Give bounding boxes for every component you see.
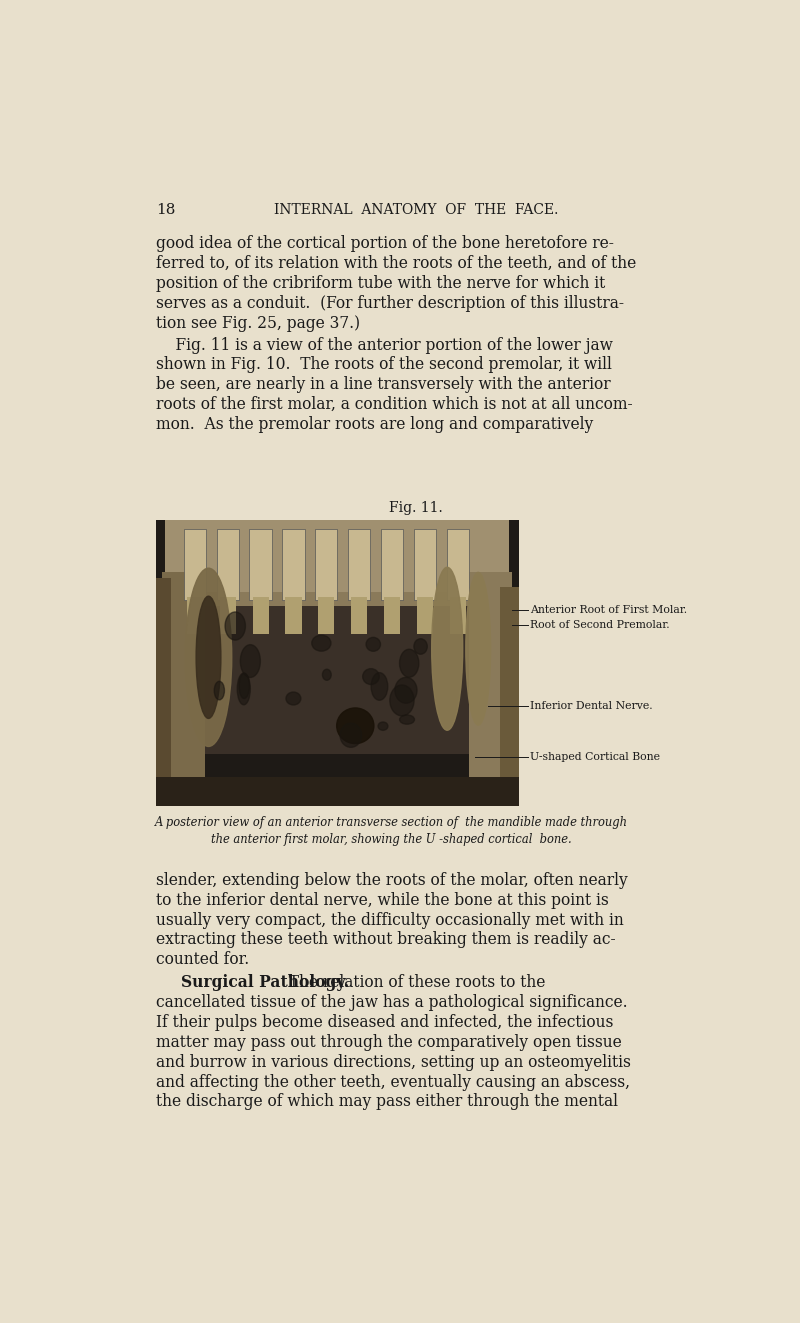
- Ellipse shape: [395, 677, 417, 704]
- Bar: [156, 520, 518, 806]
- Text: Fig. 11.: Fig. 11.: [390, 501, 443, 515]
- Text: U-shaped Cortical Bone: U-shaped Cortical Bone: [530, 753, 660, 762]
- Bar: [450, 598, 466, 635]
- Text: Fig. 11 is a view of the anterior portion of the lower jaw: Fig. 11 is a view of the anterior portio…: [156, 336, 613, 353]
- Bar: [318, 598, 334, 635]
- Bar: [384, 598, 400, 635]
- Bar: [381, 529, 403, 601]
- Ellipse shape: [366, 638, 381, 651]
- Bar: [250, 529, 272, 601]
- Bar: [469, 573, 512, 800]
- Text: good idea of the cortical portion of the bone heretofore re-: good idea of the cortical portion of the…: [156, 235, 614, 253]
- Bar: [414, 529, 436, 601]
- Text: Root of Second Premolar.: Root of Second Premolar.: [530, 619, 670, 630]
- Ellipse shape: [340, 724, 362, 747]
- Text: cancellated tissue of the jaw has a pathological significance.: cancellated tissue of the jaw has a path…: [156, 994, 627, 1011]
- Ellipse shape: [400, 714, 414, 724]
- Ellipse shape: [286, 692, 301, 705]
- Bar: [351, 598, 367, 635]
- Ellipse shape: [239, 673, 250, 699]
- Bar: [156, 777, 518, 806]
- Bar: [156, 578, 171, 800]
- Bar: [417, 598, 433, 635]
- Text: position of the cribriform tube with the nerve for which it: position of the cribriform tube with the…: [156, 275, 605, 292]
- Ellipse shape: [322, 669, 331, 680]
- Text: serves as a conduit.  (For further description of this illustra-: serves as a conduit. (For further descri…: [156, 295, 624, 312]
- Text: ferred to, of its relation with the roots of the teeth, and of the: ferred to, of its relation with the root…: [156, 255, 636, 273]
- Text: slender, extending below the roots of the molar, often nearly: slender, extending below the roots of th…: [156, 872, 627, 889]
- Bar: [446, 529, 469, 601]
- Text: roots of the first molar, a condition which is not at all uncom-: roots of the first molar, a condition wh…: [156, 396, 633, 413]
- Text: matter may pass out through the comparatively open tissue: matter may pass out through the comparat…: [156, 1033, 622, 1050]
- Bar: [500, 586, 518, 800]
- Ellipse shape: [466, 573, 490, 725]
- Text: usually very compact, the difficulty occasionally met with in: usually very compact, the difficulty occ…: [156, 912, 623, 929]
- Ellipse shape: [186, 568, 232, 746]
- Ellipse shape: [214, 681, 225, 700]
- Text: and burrow in various directions, setting up an osteomyelitis: and burrow in various directions, settin…: [156, 1053, 630, 1070]
- Ellipse shape: [238, 673, 250, 705]
- Ellipse shape: [432, 568, 462, 730]
- Text: and affecting the other teeth, eventually causing an abscess,: and affecting the other teeth, eventuall…: [156, 1073, 630, 1090]
- Ellipse shape: [337, 708, 374, 744]
- Text: 18: 18: [156, 202, 175, 217]
- Bar: [187, 598, 203, 635]
- Ellipse shape: [414, 639, 427, 655]
- Bar: [220, 598, 236, 635]
- Text: the anterior first molar, showing the U -shaped cortical  bone.: the anterior first molar, showing the U …: [211, 833, 572, 847]
- Ellipse shape: [312, 635, 331, 651]
- Text: The relation of these roots to the: The relation of these roots to the: [278, 974, 545, 991]
- Text: to the inferior dental nerve, while the bone at this point is: to the inferior dental nerve, while the …: [156, 892, 609, 909]
- Bar: [253, 598, 269, 635]
- Text: tion see Fig. 25, page 37.): tion see Fig. 25, page 37.): [156, 315, 360, 332]
- Bar: [348, 529, 370, 601]
- Text: A posterior view of an anterior transverse section of  the mandible made through: A posterior view of an anterior transver…: [155, 816, 628, 828]
- Ellipse shape: [362, 668, 379, 684]
- Bar: [199, 606, 475, 754]
- Text: counted for.: counted for.: [156, 951, 249, 968]
- Ellipse shape: [240, 644, 260, 677]
- Ellipse shape: [399, 650, 419, 677]
- Ellipse shape: [378, 722, 388, 730]
- Text: the discharge of which may pass either through the mental: the discharge of which may pass either t…: [156, 1093, 618, 1110]
- Text: Surgical Pathology.: Surgical Pathology.: [181, 974, 349, 991]
- Text: be seen, are nearly in a line transversely with the anterior: be seen, are nearly in a line transverse…: [156, 376, 610, 393]
- Bar: [217, 529, 239, 601]
- Bar: [315, 529, 338, 601]
- Text: If their pulps become diseased and infected, the infectious: If their pulps become diseased and infec…: [156, 1013, 613, 1031]
- Bar: [171, 591, 503, 635]
- Bar: [282, 529, 305, 601]
- Ellipse shape: [196, 597, 221, 718]
- Bar: [286, 598, 302, 635]
- Bar: [165, 520, 510, 606]
- Ellipse shape: [371, 672, 388, 700]
- Ellipse shape: [225, 613, 246, 640]
- Text: INTERNAL  ANATOMY  OF  THE  FACE.: INTERNAL ANATOMY OF THE FACE.: [274, 202, 558, 217]
- Text: Inferior Dental Nerve.: Inferior Dental Nerve.: [530, 701, 652, 710]
- Text: Anterior Root of First Molar.: Anterior Root of First Molar.: [530, 605, 686, 615]
- Ellipse shape: [390, 685, 414, 716]
- Bar: [184, 529, 206, 601]
- Text: shown in Fig. 10.  The roots of the second premolar, it will: shown in Fig. 10. The roots of the secon…: [156, 356, 612, 373]
- Text: extracting these teeth without breaking them is readily ac-: extracting these teeth without breaking …: [156, 931, 615, 949]
- Text: mon.  As the premolar roots are long and comparatively: mon. As the premolar roots are long and …: [156, 415, 593, 433]
- Bar: [162, 573, 206, 800]
